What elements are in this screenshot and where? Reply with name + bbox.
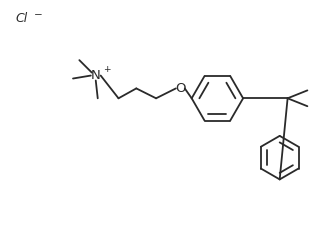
Text: +: + (103, 65, 110, 74)
Text: N: N (91, 69, 101, 82)
Text: −: − (34, 10, 42, 20)
Text: Cl: Cl (16, 12, 28, 25)
Text: O: O (175, 82, 186, 95)
